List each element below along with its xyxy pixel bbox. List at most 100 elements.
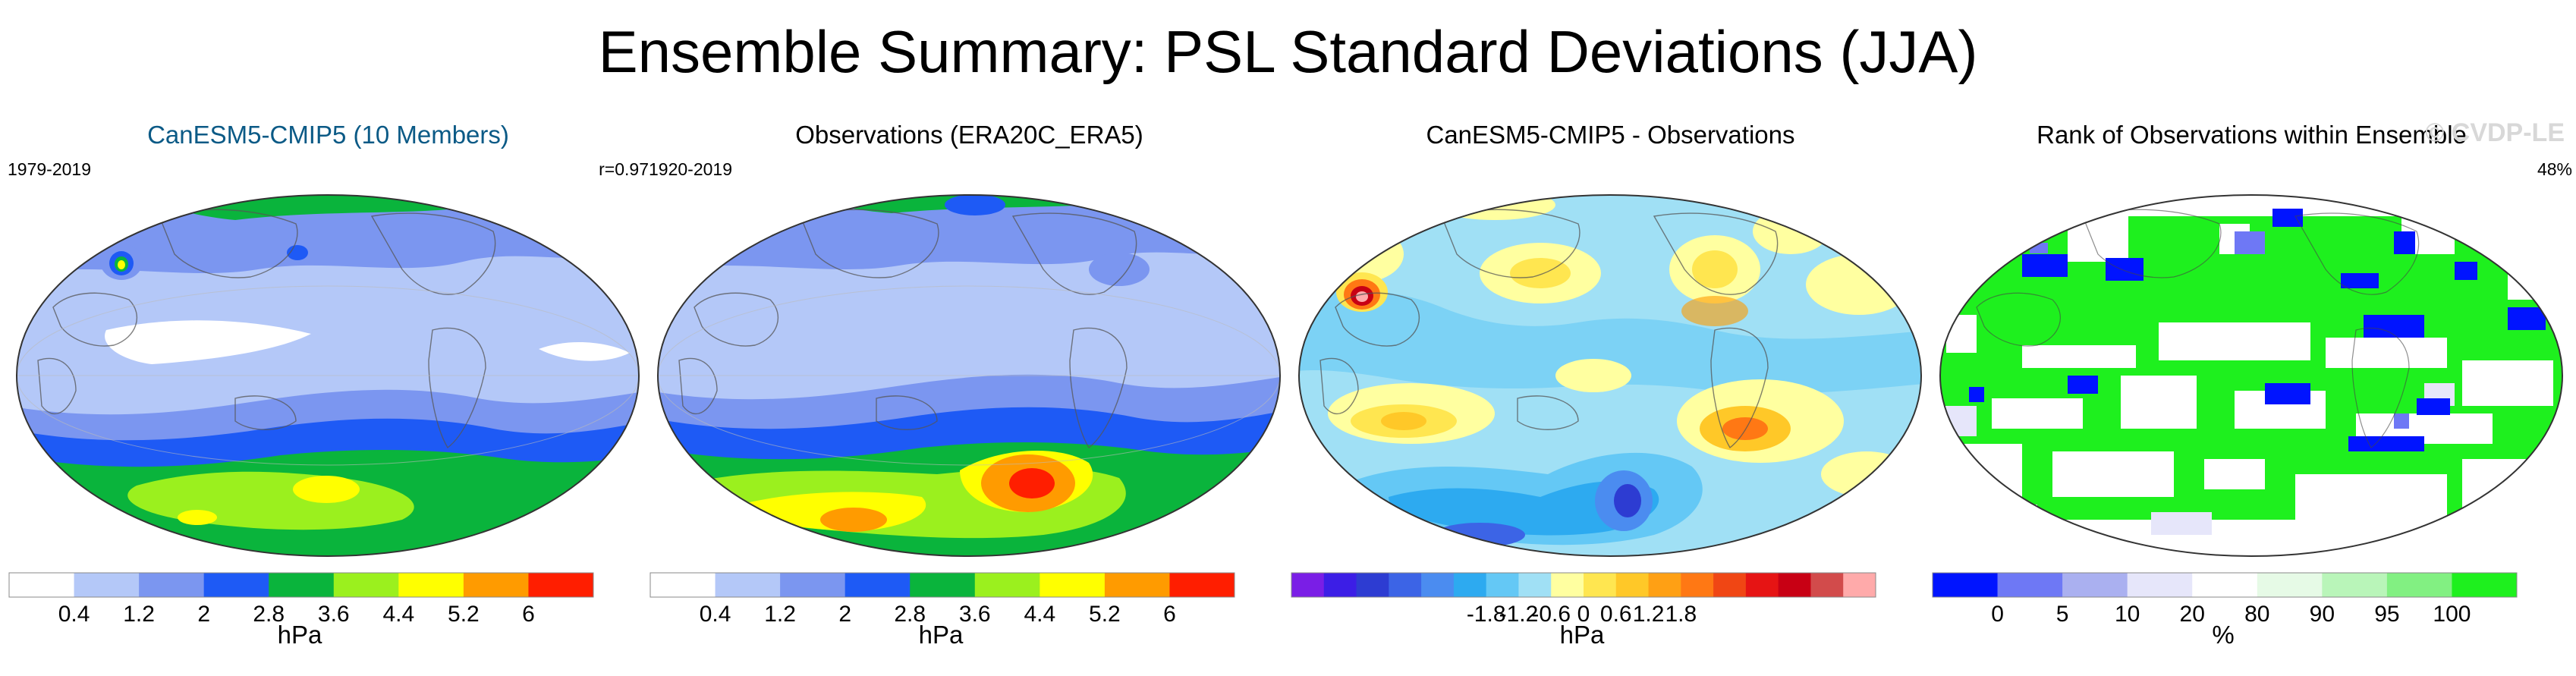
colorbar: -1.8-1.2-0.6 0 0.6 1.2 1.8	[1291, 572, 1876, 627]
colorbar-tick-label: 0	[1991, 602, 2004, 627]
colorbar-tick-label: 1.2	[123, 602, 155, 627]
colorbar-swatch	[139, 573, 205, 597]
panel-title: CanESM5-CMIP5 (10 Members)	[147, 121, 509, 149]
colorbar-swatch	[1323, 573, 1357, 597]
colorbar-swatch	[1681, 573, 1714, 597]
colorbar-swatch	[1584, 573, 1617, 597]
colorbar-swatch	[74, 573, 140, 597]
colorbar-tick-label: 90	[2310, 602, 2335, 627]
colorbar-tick-label: 5	[2056, 602, 2069, 627]
world-map	[1939, 194, 2563, 557]
colorbar-swatch	[1421, 573, 1455, 597]
colorbar-tick-label: -0.6	[1531, 602, 1571, 627]
colorbar-swatch	[2452, 573, 2518, 597]
colorbar-tick-label: 2	[838, 602, 851, 627]
colorbar-swatch	[2192, 573, 2258, 597]
colorbar-swatch	[780, 573, 846, 597]
period-label: 1979-2019	[8, 159, 91, 179]
panel-model: CanESM5-CMIP5 (10 Members) 1979-2019 r=0…	[8, 114, 649, 668]
colorbar-swatch	[2257, 573, 2323, 597]
colorbar-tick-label: 5.2	[1089, 602, 1121, 627]
colorbar-swatch	[1648, 573, 1681, 597]
colorbar-swatch	[2322, 573, 2388, 597]
colorbar-swatch	[333, 573, 399, 597]
colorbar-tick-label: 0.4	[700, 602, 731, 627]
colorbar-swatch	[1486, 573, 1519, 597]
colorbar-tick-label: 1.2	[764, 602, 796, 627]
panel-title: CanESM5-CMIP5 - Observations	[1426, 121, 1795, 149]
colorbar-swatch	[1356, 573, 1389, 597]
colorbar-swatch	[2127, 573, 2193, 597]
colorbar-border	[1291, 572, 1876, 598]
colorbar-border	[8, 572, 594, 598]
colorbar-swatch	[1933, 573, 1999, 597]
colorbar-tick-label: 100	[2433, 602, 2471, 627]
colorbar-tick-label: 95	[2374, 602, 2399, 627]
colorbar-tick-label: 0	[1577, 602, 1590, 627]
colorbar-swatch	[269, 573, 335, 597]
colorbar-swatch	[463, 573, 529, 597]
colorbar-swatch	[1453, 573, 1487, 597]
colorbar-tick-label: 1.8	[1665, 602, 1697, 627]
colorbar-swatch	[715, 573, 781, 597]
colorbar-swatch	[1997, 573, 2063, 597]
colorbar-unit: hPa	[1559, 621, 1605, 649]
colorbar-tick-label: 3.6	[318, 602, 350, 627]
colorbar-swatch	[1810, 573, 1844, 597]
colorbar-tick-label: 20	[2180, 602, 2205, 627]
colorbar-tick-label: 2.8	[253, 602, 285, 627]
colorbar-swatch	[910, 573, 976, 597]
panel-rank: Rank of Observations within Ensemble 48%…	[1931, 114, 2572, 668]
colorbar-swatch	[1104, 573, 1170, 597]
colorbar-swatch	[2062, 573, 2128, 597]
colorbar-tick-label: -1.8	[1467, 602, 1506, 627]
colorbar-swatch	[528, 573, 594, 597]
world-map	[1298, 194, 1922, 557]
watermark: © CVDP-LE	[2425, 118, 2565, 147]
colorbar-swatch	[9, 573, 75, 597]
colorbar-tick-label: 0.6	[1600, 602, 1632, 627]
colorbar-swatch	[1615, 573, 1650, 597]
colorbar-tick-label: 2.8	[894, 602, 926, 627]
colorbar-swatch	[1040, 573, 1106, 597]
colorbar-tick-label: -1.2	[1499, 602, 1539, 627]
colorbar-tick-label: 80	[2244, 602, 2269, 627]
colorbar: 0.4 1.2 2 2.8 3.6 4.4 5.2 6	[8, 572, 594, 627]
world-map	[657, 194, 1281, 557]
colorbar-swatch	[650, 573, 716, 597]
colorbar-swatch	[974, 573, 1040, 597]
colorbar-tick-label: 10	[2115, 602, 2140, 627]
colorbar-tick-label: 3.6	[959, 602, 991, 627]
panel-title: Observations (ERA20C_ERA5)	[795, 121, 1143, 149]
panel-observations: Observations (ERA20C_ERA5) 1920-2019	[649, 114, 1290, 668]
colorbar-tick-label: 5.2	[448, 602, 480, 627]
colorbar-swatch	[1389, 573, 1422, 597]
colorbar-swatch	[1778, 573, 1811, 597]
colorbar-tick-label: 6	[1163, 602, 1176, 627]
colorbar-unit: %	[2212, 621, 2235, 649]
colorbar-unit: hPa	[918, 621, 964, 649]
panel-difference: CanESM5-CMIP5 - Observations	[1290, 114, 1931, 668]
correlation-label: r=0.97	[599, 159, 649, 179]
colorbar-swatch	[398, 573, 464, 597]
colorbar-tick-label: 2	[197, 602, 210, 627]
colorbar-unit: hPa	[277, 621, 322, 649]
colorbar-border	[1932, 572, 2518, 598]
colorbar-swatch	[1551, 573, 1584, 597]
colorbar-swatch	[203, 573, 269, 597]
colorbar-swatch	[1518, 573, 1552, 597]
colorbar: 0 5 10 20 80 90 95 100	[1932, 572, 2518, 627]
colorbar-tick-label: 4.4	[382, 602, 414, 627]
colorbar-swatch	[845, 573, 911, 597]
colorbar-swatch	[1745, 573, 1779, 597]
colorbar-tick-label: 6	[522, 602, 535, 627]
colorbar-swatch	[1169, 573, 1235, 597]
world-map	[16, 194, 640, 557]
colorbar-tick-label: 0.4	[58, 602, 90, 627]
colorbar-border	[650, 572, 1235, 598]
figure-title: Ensemble Summary: PSL Standard Deviation…	[598, 18, 1978, 85]
colorbar-swatch	[1713, 573, 1747, 597]
period-label: 1920-2019	[649, 159, 732, 179]
colorbar-swatch	[2386, 573, 2452, 597]
colorbar-tick-label: 4.4	[1024, 602, 1055, 627]
